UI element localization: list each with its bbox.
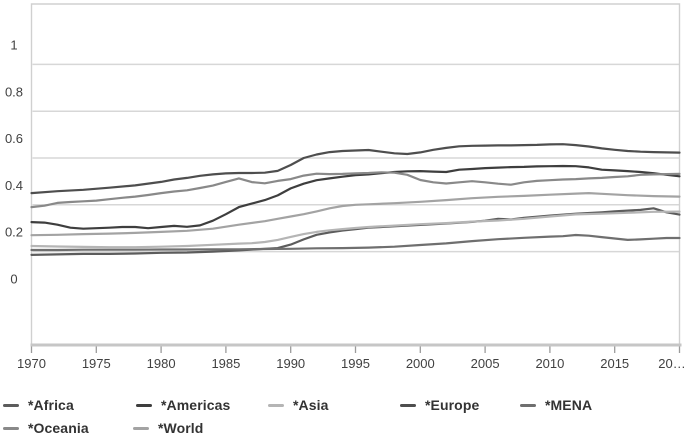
- series-line-world: [30, 192, 681, 237]
- x-tick-label: 1990: [276, 356, 305, 371]
- x-tick-label: 1970: [17, 356, 46, 371]
- x-tick-label: 20…: [658, 356, 685, 371]
- x-tick-label: 1995: [341, 356, 370, 371]
- asia-line-swatch-icon: [268, 404, 284, 407]
- series-line-mena: [30, 233, 681, 252]
- x-tick-label: 2005: [471, 356, 500, 371]
- y-tick-label: 0.8: [5, 84, 23, 99]
- oceania-line-swatch-icon: [3, 427, 19, 430]
- y-tick-label: 0: [10, 272, 17, 287]
- y-tick-label: 0.6: [5, 131, 23, 146]
- x-tick-label: 1975: [82, 356, 111, 371]
- legend-item-oceania[interactable]: *Oceania: [3, 421, 89, 436]
- legend-label-americas: *Americas: [161, 397, 231, 413]
- mena-line-swatch-icon: [520, 404, 536, 407]
- series-line-europe: [30, 143, 681, 195]
- legend-label-europe: *Europe: [425, 397, 480, 413]
- europe-line-swatch-icon: [400, 404, 416, 407]
- legend-label-africa: *Africa: [28, 397, 74, 413]
- x-tick-label: 2010: [535, 356, 564, 371]
- legend-item-americas[interactable]: *Americas: [136, 398, 230, 413]
- y-tick-label: 0.4: [5, 178, 23, 193]
- y-tick-label: 1: [10, 38, 17, 53]
- africa-line-swatch-icon: [3, 404, 19, 407]
- legend-label-asia: *Asia: [293, 397, 329, 413]
- legend-label-mena: *MENA: [545, 397, 593, 413]
- legend-item-world[interactable]: *World: [133, 421, 203, 436]
- legend-item-africa[interactable]: *Africa: [3, 398, 74, 413]
- legend-item-mena[interactable]: *MENA: [520, 398, 592, 413]
- series-line-americas: [30, 164, 681, 230]
- x-tick-label: 1985: [211, 356, 240, 371]
- plot-area: 1970 1975 1980 1985 1990 1995 2000 2005 2010 2015…: [5, 3, 685, 371]
- legend-item-asia[interactable]: *Asia: [268, 398, 329, 413]
- series-line-asia: [30, 210, 681, 249]
- legend-item-europe[interactable]: *Europe: [400, 398, 479, 413]
- y-tick-label: 0.2: [5, 225, 23, 240]
- series-line-oceania: [30, 171, 681, 209]
- world-line-swatch-icon: [133, 427, 149, 430]
- x-tick-label: 2015: [600, 356, 629, 371]
- legend-label-world: *World: [158, 420, 204, 436]
- x-tick-label: 2000: [406, 356, 435, 371]
- legend-label-oceania: *Oceania: [28, 420, 89, 436]
- americas-line-swatch-icon: [136, 404, 152, 407]
- x-tick-label: 1980: [147, 356, 176, 371]
